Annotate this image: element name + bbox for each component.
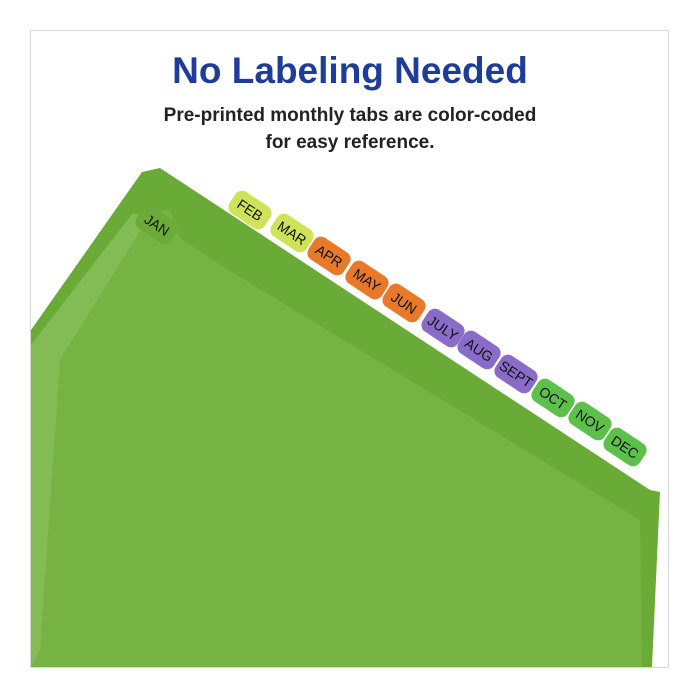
image-frame	[30, 30, 669, 668]
tab-body	[457, 330, 501, 370]
tab-body	[421, 308, 465, 348]
tab-sept[interactable]: SEPT	[491, 352, 540, 397]
tab-body	[228, 190, 272, 230]
tab-body	[307, 236, 351, 276]
tab-body	[494, 354, 538, 394]
tab-body	[531, 378, 575, 418]
tab-body	[568, 401, 612, 441]
tab-body	[603, 427, 647, 467]
tab-body	[270, 213, 314, 253]
headline: No Labeling Needed	[172, 50, 528, 91]
tab-body	[345, 260, 389, 300]
subheadline: Pre-printed monthly tabs are color-coded…	[163, 105, 537, 153]
front-divider	[31, 210, 642, 667]
tab-body	[135, 205, 179, 245]
front-divider-shade	[31, 214, 150, 667]
tab-body	[382, 283, 426, 323]
